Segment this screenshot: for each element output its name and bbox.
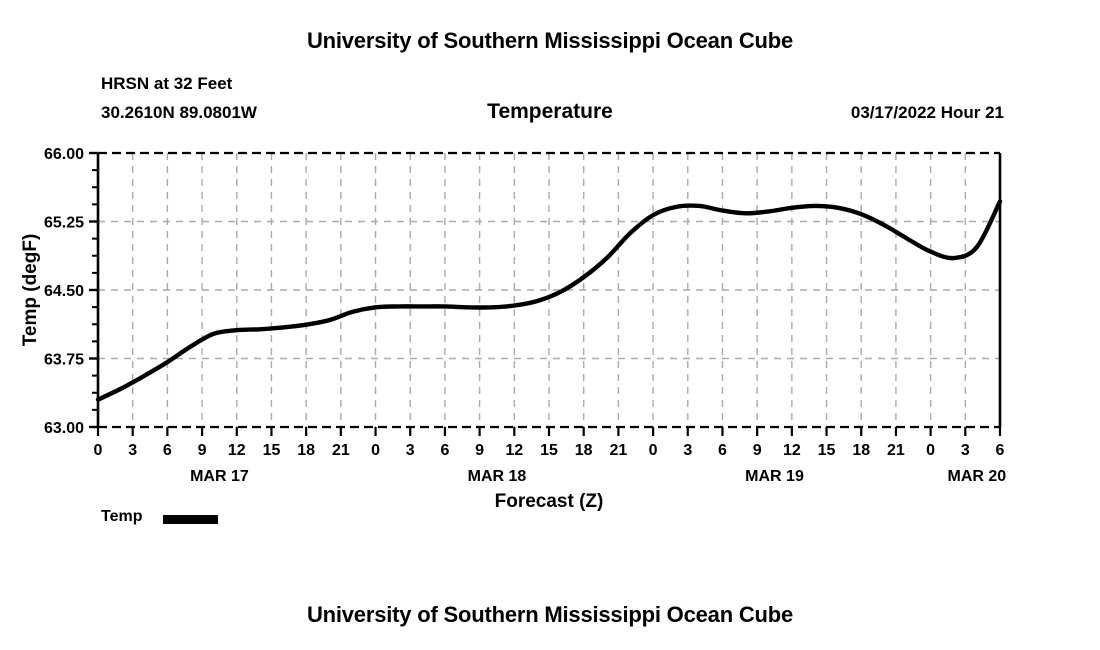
x-axis-tick-label: 9 [753, 442, 762, 459]
x-axis-tick-label: 15 [818, 442, 836, 459]
grid-lines [98, 153, 1000, 427]
x-axis-tick-label: 0 [926, 442, 935, 459]
x-axis-day-label: MAR 17 [190, 468, 249, 485]
run-timestamp: 03/17/2022 Hour 21 [850, 103, 1004, 122]
temperature-chart: 63.00 63.75 64.50 65.25 66.00 Temp (degF) 0 3 6 9… [20, 146, 1007, 512]
x-axis-tick-label: 0 [649, 442, 658, 459]
x-axis-tick-label: 6 [163, 442, 172, 459]
x-axis: 0 3 6 9 12 15 18 21 0 3 6 9 12 15 18 21 0 3 6 9 12 15 18 21 0 3 6 M… [94, 427, 1007, 485]
legend-label: Temp [101, 508, 143, 525]
y-axis-tick-label: 64.50 [44, 283, 84, 300]
x-axis-day-label: MAR 20 [948, 468, 1007, 485]
x-axis-day-label: MAR 18 [468, 468, 527, 485]
legend-color-swatch [163, 515, 218, 524]
x-axis-tick-label: 9 [475, 442, 484, 459]
x-axis-tick-label: 3 [961, 442, 970, 459]
x-axis-tick-label: 18 [575, 442, 593, 459]
page-title: University of Southern Mississippi Ocean… [306, 28, 794, 53]
parameter-title: Temperature [487, 100, 613, 123]
x-axis-tick-label: 3 [406, 442, 415, 459]
x-axis-tick-label: 12 [505, 442, 523, 459]
x-axis-tick-label: 0 [371, 442, 380, 459]
coordinates-label: 30.2610N 89.0801W [101, 103, 257, 122]
x-axis-tick-label: 0 [94, 442, 103, 459]
x-axis-tick-label: 6 [440, 442, 449, 459]
x-axis-tick-label: 15 [263, 442, 281, 459]
station-label: HRSN at 32 Feet [101, 74, 233, 93]
x-axis-tick-label: 18 [852, 442, 870, 459]
x-axis-tick-label: 9 [198, 442, 207, 459]
y-axis-tick-label: 65.25 [44, 215, 84, 232]
y-axis-tick-label: 63.00 [44, 420, 84, 437]
x-axis-title: Forecast (Z) [495, 491, 604, 512]
y-axis-tick-label: 63.75 [44, 352, 84, 369]
x-axis-tick-label: 21 [332, 442, 350, 459]
y-axis-tick-label: 66.00 [44, 146, 84, 163]
y-axis-title: Temp (degF) [20, 234, 41, 347]
x-axis-tick-label: 21 [609, 442, 627, 459]
x-axis-day-label: MAR 19 [745, 468, 804, 485]
footer-title: University of Southern Mississippi Ocean… [306, 602, 794, 627]
x-axis-tick-label: 6 [996, 442, 1005, 459]
x-axis-tick-label: 12 [783, 442, 801, 459]
x-axis-tick-label: 21 [887, 442, 905, 459]
x-axis-tick-label: 3 [683, 442, 692, 459]
y-axis: 63.00 63.75 64.50 65.25 66.00 [44, 146, 98, 437]
x-axis-tick-label: 6 [718, 442, 727, 459]
temperature-series-line [95, 199, 1003, 402]
x-axis-tick-label: 18 [297, 442, 315, 459]
x-axis-tick-label: 15 [540, 442, 558, 459]
x-axis-tick-label: 12 [228, 442, 246, 459]
x-axis-tick-label: 3 [128, 442, 137, 459]
